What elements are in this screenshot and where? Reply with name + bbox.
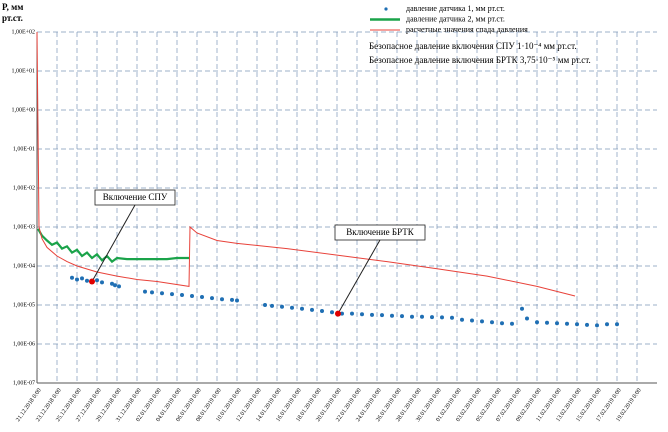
y-tick-label: 1,00E+01 (11, 68, 35, 74)
data-point (75, 277, 79, 282)
y-tick-label: 1,00E-05 (13, 302, 35, 308)
data-point (190, 294, 194, 299)
data-point (263, 303, 267, 307)
note: Безопасное давление включения СПУ 1·10⁻⁴… (369, 41, 577, 51)
data-point (200, 295, 204, 300)
data-point (595, 323, 599, 328)
annotation-point (89, 278, 95, 285)
legend-marker (384, 7, 388, 11)
data-point (575, 322, 579, 327)
data-point (615, 322, 619, 327)
data-point (510, 321, 514, 326)
annotation-label: Включение БРТК (346, 227, 414, 237)
data-point (300, 306, 304, 311)
data-point (470, 318, 474, 323)
data-point (440, 315, 444, 320)
data-point (420, 314, 424, 319)
data-point (585, 322, 589, 327)
y-tick-label: 1,00E-02 (13, 185, 35, 191)
note: Безопасное давление включения БРТК 3,75·… (369, 55, 591, 65)
y-tick-label: 1,00E-06 (13, 341, 35, 347)
data-point (320, 309, 324, 314)
data-point (490, 320, 494, 325)
data-point (535, 320, 539, 325)
annotation-point (335, 310, 341, 317)
y-tick-label: 1,00E-03 (13, 224, 35, 230)
data-point (480, 319, 484, 324)
data-point (410, 314, 414, 319)
y-tick-label: 1,00E+02 (11, 29, 35, 35)
data-point (70, 275, 74, 280)
data-point (85, 278, 89, 283)
data-point (235, 298, 239, 303)
data-point (525, 316, 529, 321)
data-point (180, 293, 184, 298)
annotation-box (334, 224, 426, 241)
annotation-arrow (337, 239, 381, 314)
annotation-box (94, 189, 176, 206)
data-point (390, 313, 394, 318)
data-point (370, 312, 374, 317)
legend-label: давление датчика 2, мм рт.ст. (406, 14, 505, 23)
data-point (113, 283, 117, 288)
data-point (350, 311, 354, 316)
data-point (290, 305, 294, 310)
data-point (450, 315, 454, 320)
annotation-label: Включение СПУ (103, 192, 168, 202)
data-point (110, 281, 114, 286)
data-point (230, 297, 234, 302)
data-point (555, 321, 559, 326)
data-point (210, 296, 214, 301)
y-tick-label: 1,00E+00 (11, 107, 35, 113)
data-point (143, 289, 147, 294)
data-point (220, 297, 224, 302)
data-point (80, 276, 84, 281)
y-axis-title: P, мм рт.ст. (2, 2, 24, 23)
data-point (545, 320, 549, 325)
data-point (117, 284, 121, 289)
y-tick-label: 1,00E-04 (13, 263, 35, 269)
data-point (360, 312, 364, 317)
legend-label: расчетные значения спада давления (406, 25, 528, 34)
data-point (605, 322, 609, 327)
data-point (460, 317, 464, 322)
data-point (100, 280, 104, 285)
data-point (565, 321, 569, 326)
data-point (270, 303, 274, 308)
series-line (37, 228, 190, 264)
data-point (310, 307, 314, 312)
data-point (520, 306, 524, 311)
legend-label: давление датчика 1, мм рт.ст. (406, 4, 505, 13)
data-point (400, 314, 404, 319)
data-point (95, 278, 99, 283)
data-point (500, 321, 504, 326)
data-point (380, 313, 384, 318)
data-point (340, 311, 344, 316)
annotation-arrow (91, 204, 136, 282)
y-tick-label: 1,00E-01 (13, 146, 35, 152)
data-point (150, 290, 154, 295)
series-line (36, 31, 576, 297)
data-point (280, 304, 284, 309)
y-tick-label: 1,00E-07 (13, 380, 35, 386)
data-point (330, 310, 334, 315)
data-point (430, 315, 434, 320)
data-point (160, 291, 164, 296)
data-point (170, 292, 174, 297)
